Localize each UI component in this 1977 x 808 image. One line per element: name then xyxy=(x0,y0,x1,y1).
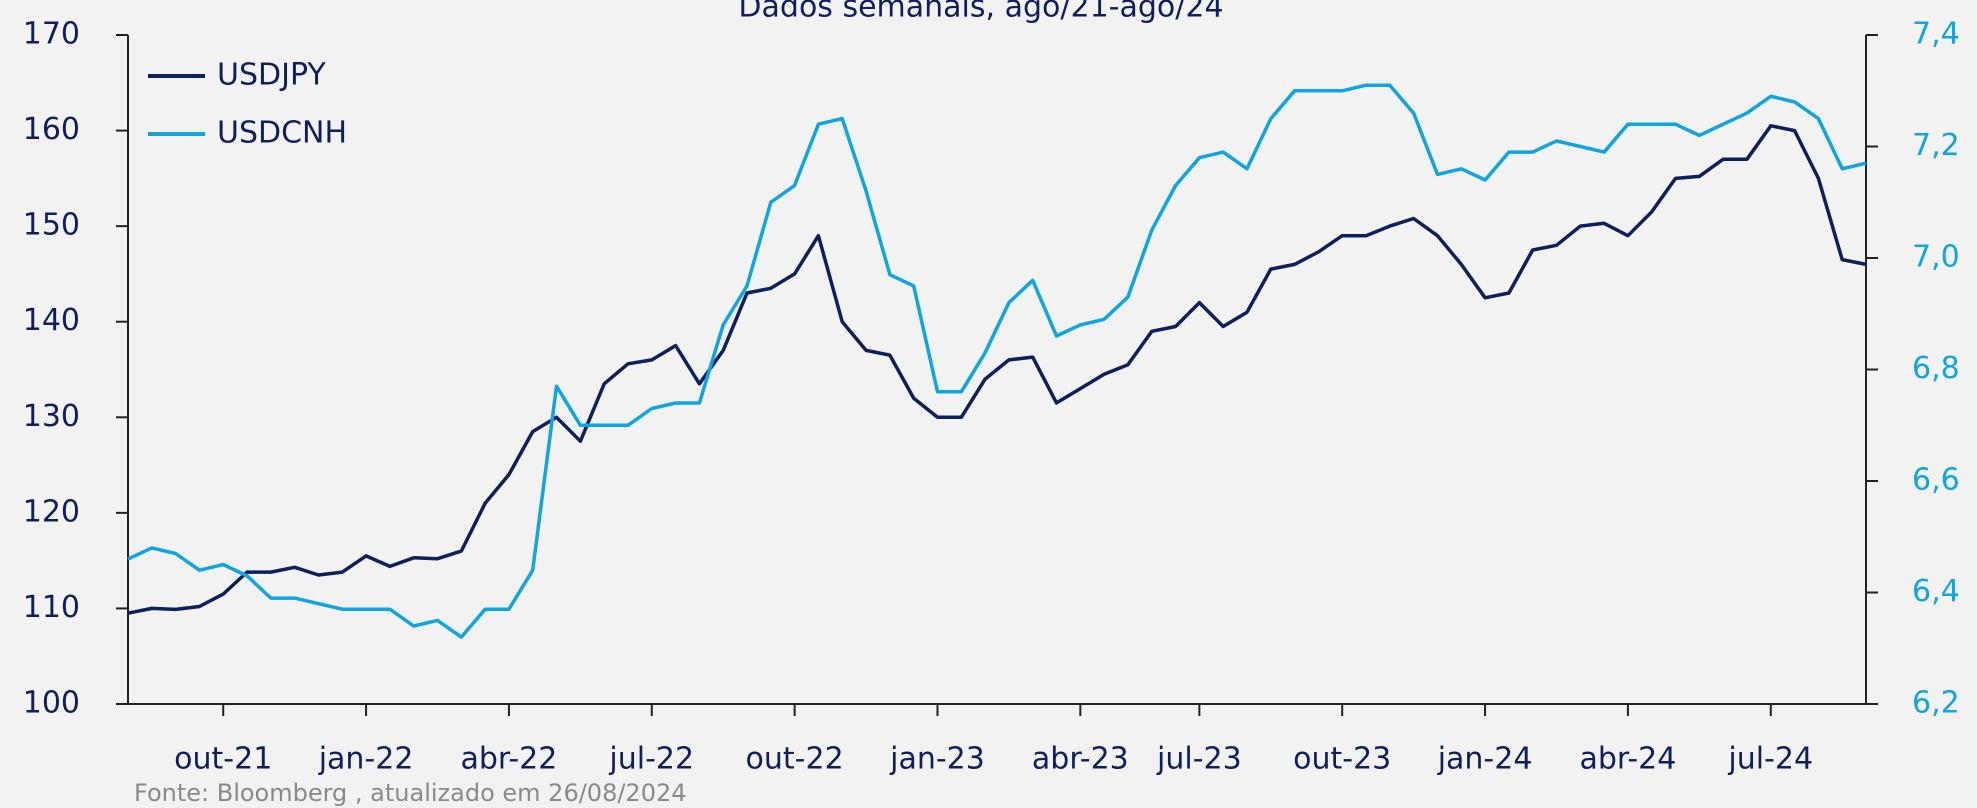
chart-subtitle: Dados semanais, ago/21-ago/24 xyxy=(738,0,1223,25)
x-tick-label: jan-22 xyxy=(318,742,414,777)
y2-tick-label: 7,0 xyxy=(1912,240,1960,275)
x-tick-label: abr-24 xyxy=(1579,742,1676,777)
y-tick-label: 170 xyxy=(23,17,80,52)
y2-tick-label: 6,6 xyxy=(1912,463,1960,498)
y-tick-label: 100 xyxy=(23,686,80,721)
x-tick-label: out-23 xyxy=(1293,742,1391,777)
y-tick-label: 160 xyxy=(23,112,80,147)
x-tick-label: jul-23 xyxy=(1156,742,1242,777)
y2-tick-label: 7,4 xyxy=(1912,17,1960,52)
y-tick-label: 140 xyxy=(23,303,80,338)
y2-tick-label: 6,4 xyxy=(1912,574,1960,609)
legend-label: USDCNH xyxy=(217,116,347,151)
x-tick-label: abr-23 xyxy=(1032,742,1129,777)
x-tick-label: jul-24 xyxy=(1727,742,1813,777)
y-tick-label: 120 xyxy=(23,494,80,529)
y2-tick-label: 6,8 xyxy=(1912,351,1960,386)
x-tick-label: jan-23 xyxy=(889,742,985,777)
y2-tick-label: 7,2 xyxy=(1912,128,1960,163)
legend-label: USDJPY xyxy=(217,58,326,93)
y-tick-label: 130 xyxy=(23,399,80,434)
y-tick-label: 150 xyxy=(23,208,80,243)
x-tick-label: jan-24 xyxy=(1437,742,1533,777)
series-line xyxy=(127,83,1867,639)
x-tick-label: out-22 xyxy=(746,742,844,777)
x-tick-label: jul-22 xyxy=(608,742,694,777)
x-tick-label: out-21 xyxy=(174,742,272,777)
x-tick-label: abr-22 xyxy=(461,742,558,777)
y2-tick-label: 6,2 xyxy=(1912,686,1960,721)
source-note: Fonte: Bloomberg , atualizado em 26/08/2… xyxy=(134,779,687,807)
series-line xyxy=(127,124,1867,615)
y-tick-label: 110 xyxy=(23,590,80,625)
